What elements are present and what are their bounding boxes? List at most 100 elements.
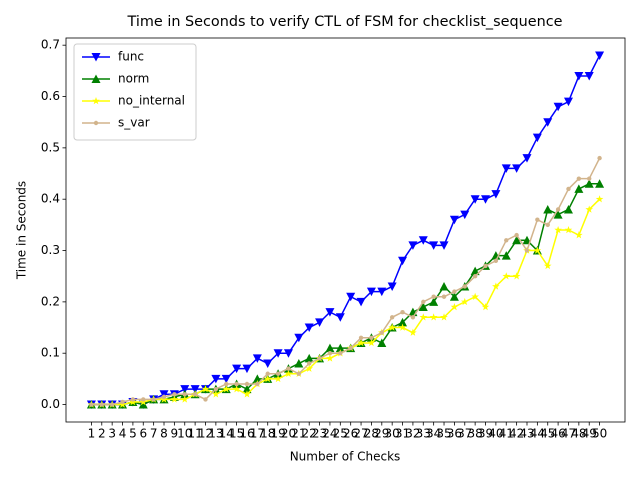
data-point bbox=[595, 179, 605, 188]
data-point bbox=[387, 282, 397, 291]
data-point bbox=[252, 354, 262, 363]
data-point bbox=[325, 343, 335, 353]
data-point bbox=[232, 364, 242, 374]
data-point bbox=[212, 390, 220, 398]
data-point bbox=[418, 302, 428, 312]
data-point bbox=[325, 308, 335, 317]
data-point bbox=[255, 381, 260, 387]
y-tick-label: 0.5 bbox=[41, 140, 60, 154]
data-point bbox=[543, 118, 553, 127]
data-point bbox=[358, 335, 364, 341]
data-point bbox=[283, 349, 293, 358]
data-point bbox=[501, 164, 511, 173]
series-line bbox=[91, 183, 600, 406]
data-point bbox=[234, 381, 239, 387]
data-point bbox=[514, 232, 519, 238]
x-tick-label: 33 bbox=[416, 427, 431, 441]
data-point bbox=[502, 272, 511, 280]
data-point bbox=[130, 397, 136, 402]
data-point bbox=[182, 392, 187, 397]
data-point bbox=[554, 226, 562, 234]
x-tick-label: 20 bbox=[281, 427, 296, 441]
data-point bbox=[400, 309, 405, 315]
x-tick-label: 35 bbox=[436, 427, 451, 441]
y-tick-label: 0.2 bbox=[41, 294, 60, 308]
x-tick-label: 29 bbox=[374, 427, 389, 441]
data-point bbox=[348, 345, 353, 351]
data-point bbox=[242, 364, 252, 374]
data-point bbox=[172, 392, 177, 397]
data-point bbox=[263, 359, 273, 368]
data-point bbox=[211, 374, 221, 384]
data-point bbox=[460, 210, 470, 220]
data-point bbox=[543, 261, 552, 270]
x-tick-label: 25 bbox=[333, 427, 348, 441]
data-point bbox=[452, 289, 457, 294]
data-point bbox=[377, 338, 387, 347]
data-point bbox=[504, 238, 509, 243]
y-tick-label: 0.4 bbox=[41, 192, 60, 206]
x-tick-label: 14 bbox=[219, 427, 234, 441]
data-point bbox=[367, 338, 376, 347]
x-tick-label: 7 bbox=[150, 427, 158, 441]
x-tick-label: 12 bbox=[198, 427, 213, 441]
data-point bbox=[491, 190, 501, 199]
x-tick-label: 44 bbox=[530, 427, 545, 441]
data-point bbox=[366, 287, 376, 297]
data-point bbox=[576, 176, 582, 181]
data-point bbox=[555, 207, 561, 212]
data-point bbox=[450, 303, 459, 311]
data-point bbox=[294, 333, 304, 343]
data-point bbox=[398, 323, 407, 331]
data-point bbox=[429, 313, 438, 321]
data-point bbox=[243, 390, 251, 398]
data-point bbox=[180, 395, 189, 403]
y-tick-label: 0.7 bbox=[41, 38, 60, 52]
data-point bbox=[472, 274, 478, 279]
series-line bbox=[91, 157, 601, 406]
data-point bbox=[338, 351, 343, 356]
data-point bbox=[304, 353, 314, 363]
data-point bbox=[574, 184, 584, 193]
data-point bbox=[304, 323, 314, 333]
legend-marker bbox=[92, 97, 100, 105]
x-tick-label: 11 bbox=[187, 427, 202, 441]
data-point bbox=[141, 397, 146, 402]
data-point bbox=[449, 215, 459, 225]
x-tick-label: 3 bbox=[108, 427, 116, 441]
data-point bbox=[398, 256, 408, 266]
data-point bbox=[201, 385, 210, 393]
legend-label: s_var bbox=[118, 116, 150, 130]
data-point bbox=[522, 154, 532, 163]
x-tick-label: 36 bbox=[447, 427, 462, 441]
data-point bbox=[439, 281, 449, 291]
data-point bbox=[410, 315, 416, 320]
data-point bbox=[326, 354, 334, 362]
data-point bbox=[335, 313, 345, 322]
data-point bbox=[462, 284, 467, 289]
data-point bbox=[275, 371, 281, 376]
x-tick-label: 39 bbox=[478, 427, 493, 441]
data-point bbox=[89, 402, 94, 407]
data-point bbox=[449, 292, 459, 301]
legend-marker bbox=[93, 120, 99, 126]
data-point bbox=[315, 318, 325, 327]
x-tick-label: 5 bbox=[129, 427, 137, 441]
data-point bbox=[440, 313, 448, 321]
data-point bbox=[138, 400, 148, 409]
data-point bbox=[409, 328, 417, 336]
x-tick-label: 10 bbox=[177, 427, 192, 441]
legend-marker bbox=[91, 53, 101, 62]
data-point bbox=[408, 241, 418, 250]
x-tick-label: 30 bbox=[385, 427, 400, 441]
data-point bbox=[398, 317, 408, 327]
x-tick-label: 42 bbox=[509, 427, 524, 441]
data-point bbox=[512, 164, 522, 173]
data-point bbox=[317, 356, 322, 361]
data-point bbox=[379, 330, 384, 335]
data-point bbox=[493, 258, 499, 264]
x-tick-label: 31 bbox=[395, 427, 410, 441]
x-tick-label: 47 bbox=[561, 427, 576, 441]
data-point bbox=[483, 263, 488, 269]
x-tick-label: 24 bbox=[322, 427, 337, 441]
